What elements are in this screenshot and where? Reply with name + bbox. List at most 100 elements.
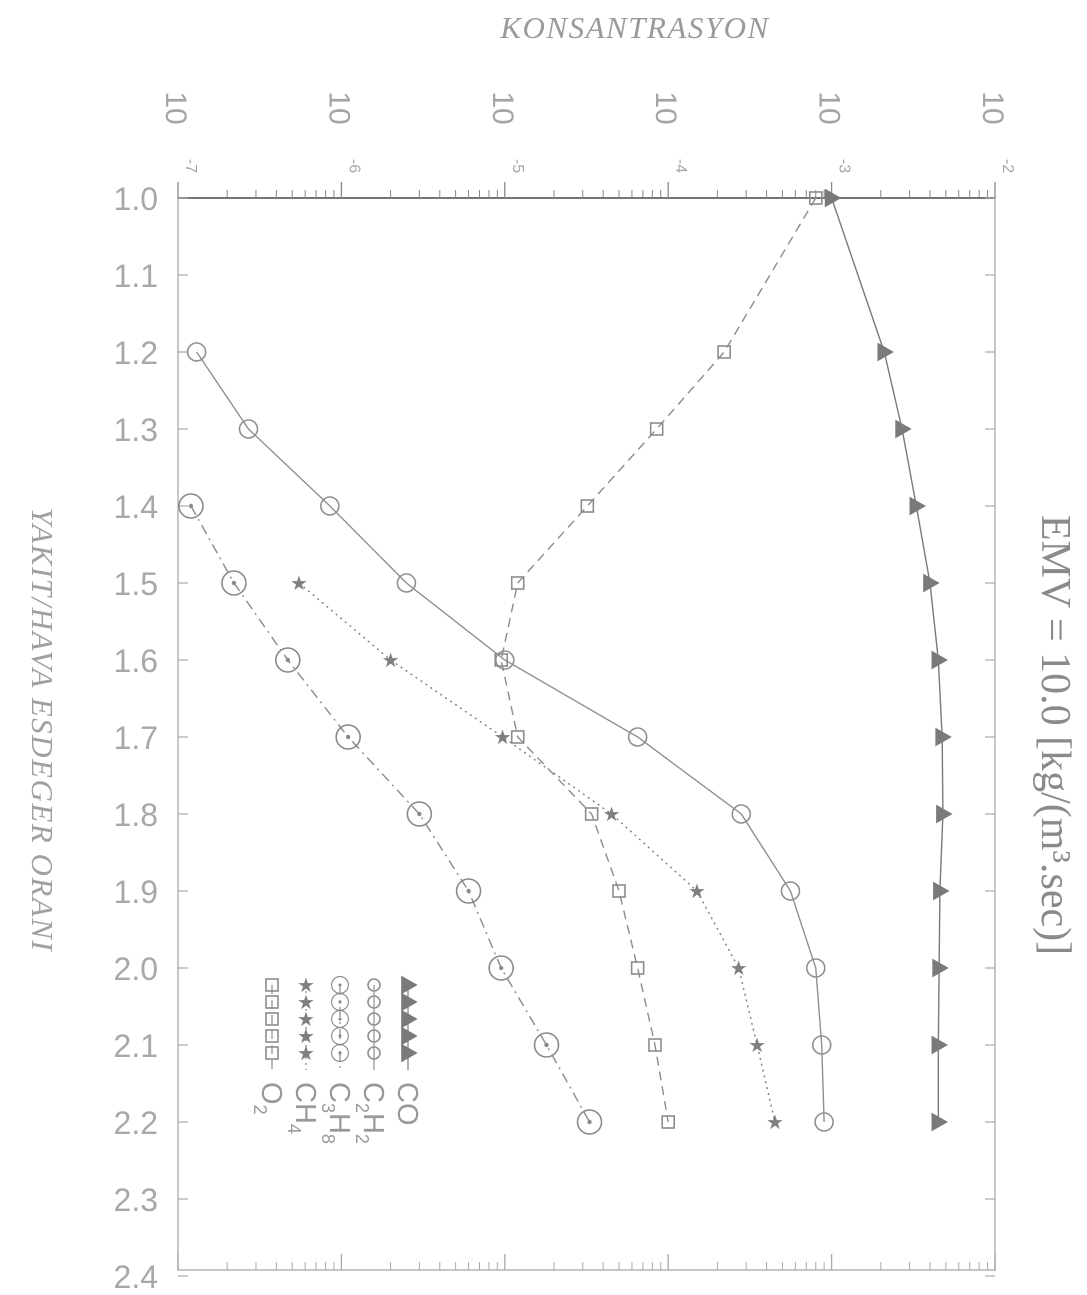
data-point xyxy=(584,807,599,821)
y-axis-title: KONSANTRASYON xyxy=(499,10,770,45)
chart-title: EMV = 10.0 [kg/(m³.sec)] xyxy=(1032,515,1078,955)
legend-item-c3h8: C3H8 xyxy=(318,976,355,1144)
data-point xyxy=(488,955,514,981)
x-tick-label: 1.9 xyxy=(114,874,158,910)
data-point xyxy=(895,419,912,439)
data-point-ring xyxy=(533,1032,560,1058)
legend-label: O2 xyxy=(250,1082,287,1115)
data-point xyxy=(932,958,949,978)
series-line xyxy=(196,351,825,1123)
data-point xyxy=(717,345,731,359)
legend-label-sub: 2 xyxy=(352,1134,372,1144)
data-point xyxy=(265,1029,279,1043)
data-point: ★ xyxy=(297,975,315,997)
x-tick-label: 2.1 xyxy=(114,1028,158,1064)
data-point: ★ xyxy=(766,1112,784,1134)
x-axis-title: YAKIT/HAVA ESDEGER ORANI xyxy=(25,508,60,953)
data-point-ring xyxy=(576,1109,603,1135)
data-point: ★ xyxy=(290,573,308,595)
data-point xyxy=(661,1115,676,1129)
data-point-ring xyxy=(331,1044,349,1062)
data-point xyxy=(238,419,259,439)
legend-label-main: C xyxy=(323,1082,355,1103)
x-tick-label: 1.2 xyxy=(114,335,158,371)
series-line xyxy=(500,197,817,1123)
y-tick-base: 10 xyxy=(976,91,1009,124)
data-point-dot xyxy=(231,580,237,586)
data-point xyxy=(367,1029,381,1043)
legend-label: CH4 xyxy=(284,1082,321,1134)
data-point xyxy=(731,804,752,824)
legend-label: CO xyxy=(391,1082,423,1126)
data-point xyxy=(510,576,525,590)
data-point xyxy=(401,1009,418,1029)
data-point xyxy=(533,1032,560,1058)
series-o2 xyxy=(494,191,823,1129)
data-point xyxy=(401,975,418,995)
data-point-dot xyxy=(338,1017,342,1021)
data-point: ★ xyxy=(603,804,621,826)
data-point xyxy=(401,1026,418,1046)
data-point: ★ xyxy=(494,727,512,749)
y-tick-base: 10 xyxy=(649,91,682,124)
data-point xyxy=(265,1012,279,1026)
data-point xyxy=(367,978,381,992)
data-point-ring xyxy=(178,493,204,519)
legend-label-sub: 3 xyxy=(318,1103,338,1113)
x-axis-ticks: 1.0 1.1 1.2 1.3 1.4 1.5 1.6 1.7 1.8 1.9 2.0 2.1 2.2 2… xyxy=(114,181,995,1295)
y-tick-exponent: -5 xyxy=(509,159,526,173)
data-point: ★ xyxy=(730,958,748,980)
y-tick-base: 10 xyxy=(322,91,355,124)
y-tick-label: 10 -6 xyxy=(322,91,362,173)
y-tick-base: 10 xyxy=(486,91,519,124)
y-tick-exponent: -6 xyxy=(345,159,362,173)
data-point-dot xyxy=(188,503,194,509)
legend-label-sub: 8 xyxy=(318,1134,338,1144)
legend-item-ch4: ★★★★★CH4 xyxy=(284,975,321,1134)
data-point xyxy=(494,653,508,667)
y-tick-exponent: -7 xyxy=(182,159,199,173)
data-point xyxy=(265,978,279,992)
x-tick-label: 1.8 xyxy=(114,797,158,833)
x-tick-label: 1.6 xyxy=(114,643,158,679)
data-point xyxy=(335,724,361,750)
legend-item-c2h2: C2H2 xyxy=(352,978,389,1144)
data-point-ring xyxy=(406,801,433,827)
series-co xyxy=(824,188,953,1132)
y-tick-exponent: -4 xyxy=(672,159,689,173)
x-tick-label: 1.1 xyxy=(114,258,158,294)
data-point xyxy=(455,878,482,904)
x-tick-label: 1.3 xyxy=(114,412,158,448)
data-point xyxy=(931,1112,948,1132)
data-point-ring xyxy=(221,570,247,596)
data-point xyxy=(824,188,842,208)
y-axis-ticks: 10 -7 10 -6 10 -5 10 -4 10 -3 10 -2 xyxy=(159,91,1016,1270)
y-tick-label: 10 -4 xyxy=(649,91,689,173)
data-point xyxy=(510,730,525,744)
data-point-dot xyxy=(417,811,422,817)
data-point: ★ xyxy=(748,1035,766,1057)
data-point: ★ xyxy=(297,992,315,1014)
data-point: ★ xyxy=(297,1043,315,1065)
legend-label-main: H xyxy=(357,1113,389,1134)
legend-label-main: C xyxy=(357,1082,389,1103)
data-point-ring xyxy=(275,647,301,673)
data-point xyxy=(396,573,417,593)
data-point xyxy=(630,961,645,975)
data-point xyxy=(936,804,953,824)
data-point-dot xyxy=(338,1034,342,1038)
data-point-ring xyxy=(455,878,482,904)
data-point xyxy=(805,958,826,978)
data-point-ring xyxy=(335,724,361,750)
data-point: ★ xyxy=(297,1009,315,1031)
y-tick-exponent: -3 xyxy=(836,159,853,173)
data-point xyxy=(265,1046,279,1060)
data-point xyxy=(935,727,952,747)
series-c3h8 xyxy=(178,493,603,1135)
legend-label: C3H8 xyxy=(318,1082,355,1144)
x-tick-label: 1.7 xyxy=(114,720,158,756)
data-point xyxy=(811,1035,832,1055)
data-point xyxy=(648,1038,662,1052)
